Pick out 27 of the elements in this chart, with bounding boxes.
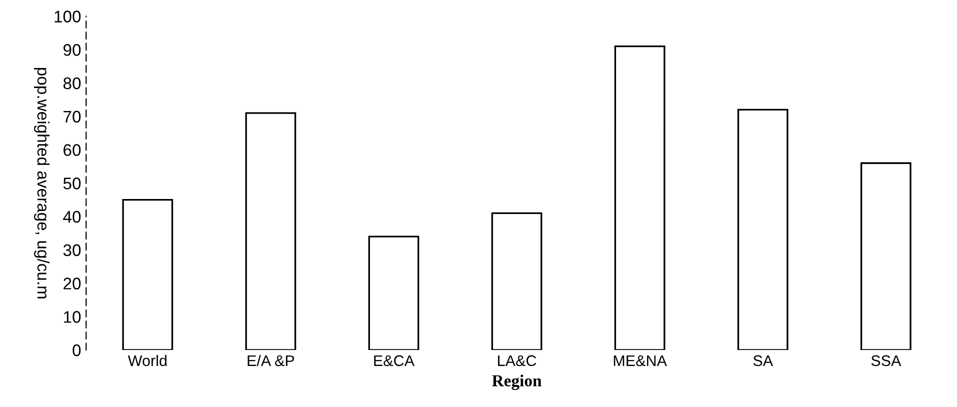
x-axis-title: Region	[492, 374, 542, 390]
y-tick-label: 70	[64, 110, 81, 123]
bar	[737, 108, 788, 350]
bar	[122, 199, 174, 350]
y-tick-label: 30	[63, 244, 81, 256]
y-axis-title: pop.weighted average, ug/cu.m	[34, 68, 50, 298]
y-tick-label: 20	[64, 278, 81, 290]
y-tick-label: 60	[64, 144, 81, 156]
bar	[860, 162, 912, 350]
bar	[245, 112, 296, 350]
y-tick-label: 40	[63, 210, 81, 223]
y-tick-label: 90	[64, 44, 81, 56]
x-tick-label: E/A &P	[248, 354, 294, 366]
bar	[614, 45, 666, 350]
x-tick-label: LA&C	[498, 355, 536, 366]
y-tick-label: 100	[54, 10, 81, 22]
bar	[368, 236, 420, 350]
x-tick-label: SA	[753, 355, 774, 366]
x-tick-label: ME&NA	[614, 355, 667, 366]
y-tick-label: 50	[63, 178, 81, 190]
x-tick-label: E&CA	[374, 355, 415, 366]
x-tick-label: World	[128, 354, 166, 366]
bar	[491, 212, 542, 350]
y-tick-label: 80	[63, 77, 81, 90]
x-tick-label: SSA	[871, 355, 902, 366]
y-tick-label: 0	[72, 344, 81, 356]
y-tick-label: 10	[64, 311, 81, 323]
